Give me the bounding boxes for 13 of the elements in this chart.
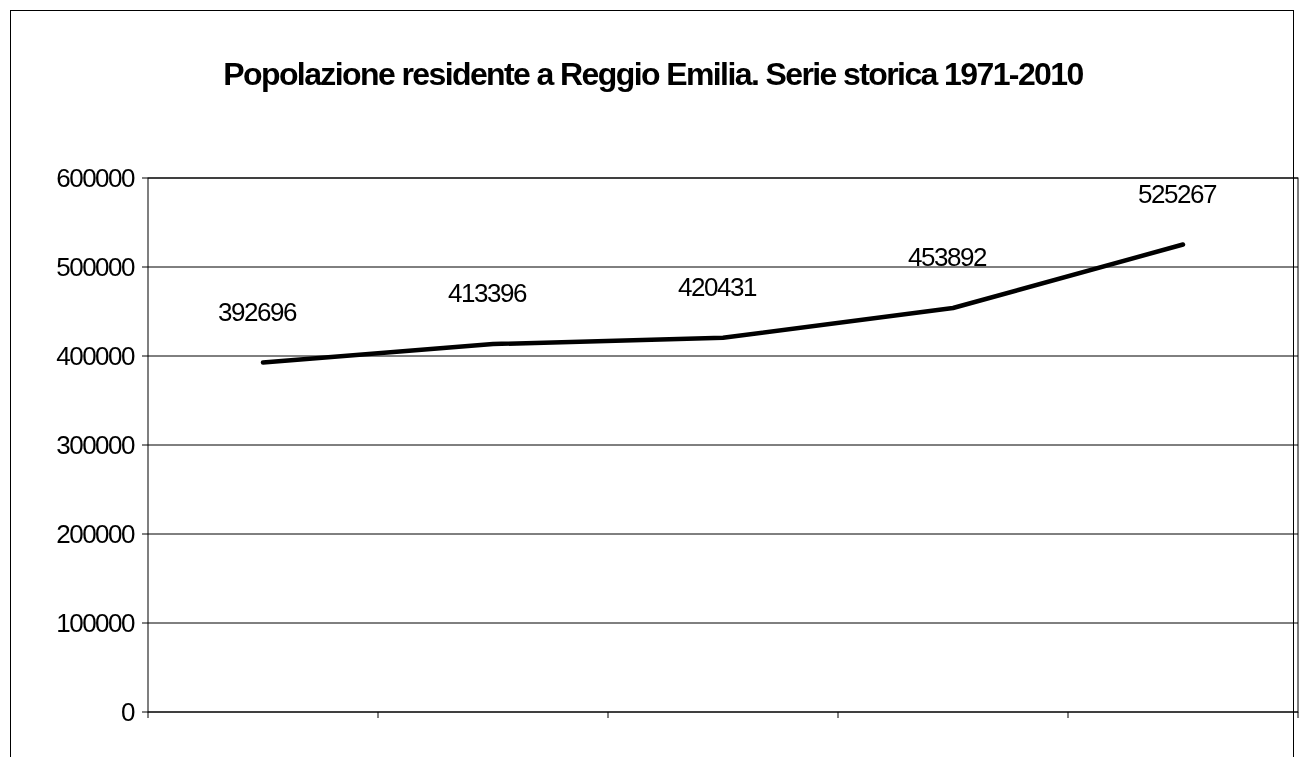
y-tick-label: 400000 [56, 341, 136, 372]
y-tick-label: 500000 [56, 252, 136, 283]
y-tick-label: 600000 [56, 163, 136, 194]
y-tick-label: 0 [121, 697, 136, 728]
data-label: 525267 [1138, 178, 1217, 209]
data-label: 413396 [448, 278, 527, 309]
y-tick-label: 300000 [56, 430, 136, 461]
y-tick-label: 200000 [56, 519, 136, 550]
data-label: 420431 [678, 271, 757, 302]
chart-title: Popolazione residente a Reggio Emilia. Serie storica 1971-2010 [223, 56, 1084, 92]
y-tick-label: 100000 [56, 608, 136, 639]
data-label: 392696 [218, 296, 297, 327]
data-label: 453892 [908, 242, 987, 273]
